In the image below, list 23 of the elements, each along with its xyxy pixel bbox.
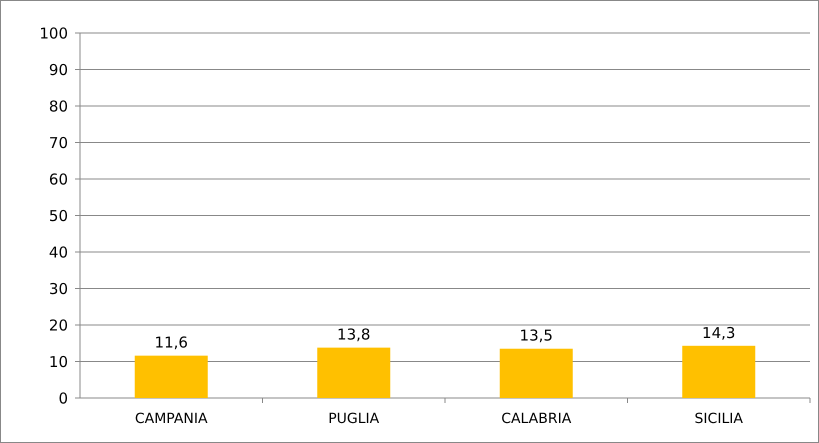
bar <box>682 346 756 398</box>
x-tick-label: PUGLIA <box>328 411 380 427</box>
x-tick-label: SICILIA <box>694 411 744 427</box>
y-tick-label: 100 <box>39 24 68 42</box>
y-tick-label: 80 <box>48 97 68 116</box>
bar <box>500 348 573 398</box>
y-tick-label: 90 <box>48 60 68 79</box>
data-label: 11,6 <box>154 334 188 352</box>
x-tick-label: CALABRIA <box>501 411 572 427</box>
x-tick-label: CAMPANIA <box>134 411 208 427</box>
y-tick-label: 20 <box>48 316 68 334</box>
bar <box>317 348 390 398</box>
y-tick-label: 10 <box>48 352 68 371</box>
y-tick-label: 70 <box>48 134 68 152</box>
data-label: 13,5 <box>520 326 553 345</box>
data-label: 13,8 <box>337 326 370 344</box>
y-tick-label: 0 <box>58 389 68 408</box>
data-label: 14,3 <box>702 324 736 342</box>
y-tick-label: 40 <box>48 243 68 262</box>
y-tick-label: 60 <box>48 170 68 188</box>
bar <box>134 356 208 398</box>
y-tick-label: 50 <box>48 206 68 225</box>
y-tick-label: 30 <box>48 280 68 298</box>
